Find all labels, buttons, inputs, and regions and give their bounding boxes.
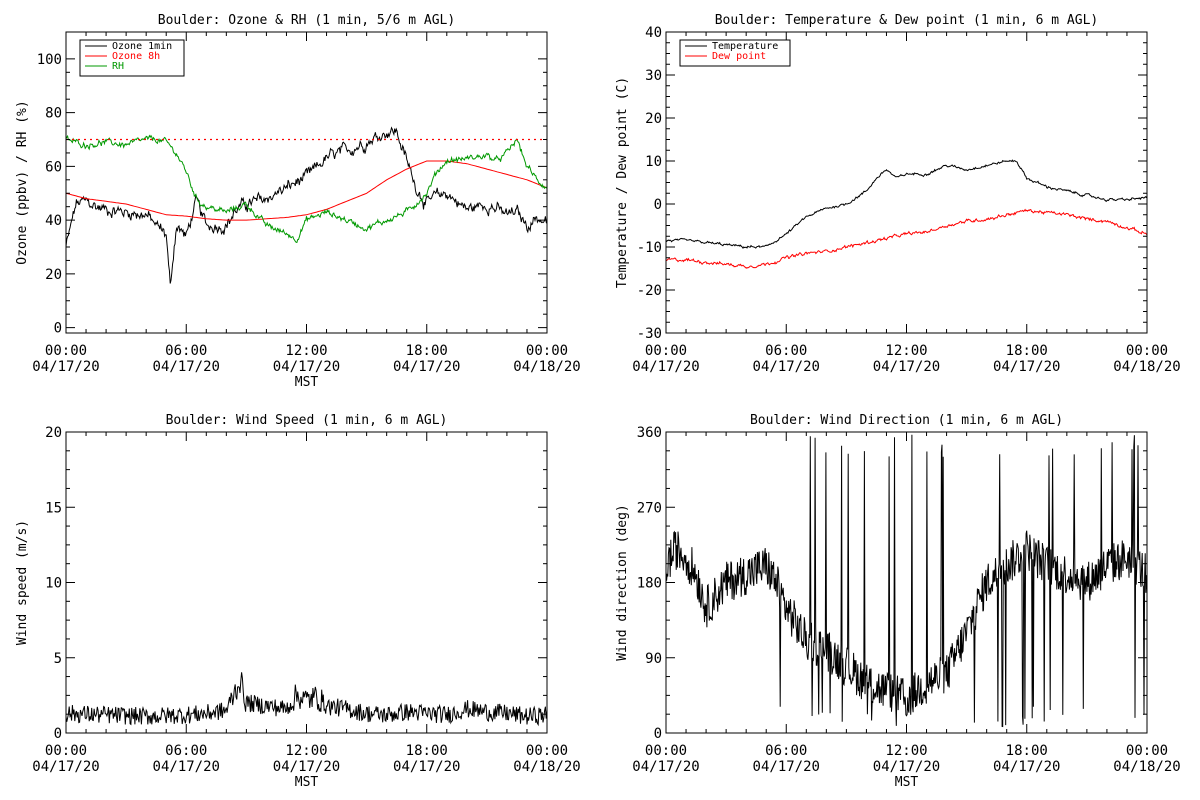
chart-wind_speed: Boulder: Wind Speed (1 min, 6 m AGL) 0 5 10…	[15, 413, 581, 790]
x-tick-time-label: 18:00	[1006, 343, 1048, 359]
chart-title: Boulder: Wind Direction (1 min, 6 m AGL)	[750, 413, 1063, 428]
y-tick-label: 0	[54, 726, 62, 742]
legend-entry-label: Ozone 1min	[112, 41, 172, 52]
x-tick-time-label: 00:00	[1126, 343, 1168, 359]
y-tick-label: 0	[54, 321, 62, 337]
x-tick-time-label: 06:00	[765, 743, 807, 759]
x-tick-time-label: 00:00	[645, 743, 687, 759]
y-axis-label: Ozone (ppbv) / RH (%)	[15, 100, 30, 264]
series-line-2	[66, 160, 547, 221]
series-line-1	[66, 672, 547, 727]
x-axis-label: MST	[295, 375, 319, 390]
x-tick-time-label: 18:00	[1006, 743, 1048, 759]
x-axis-label: MST	[895, 775, 919, 790]
y-tick-label: 360	[637, 425, 662, 441]
plot-frame	[65, 431, 548, 734]
y-tick-label: 80	[45, 106, 62, 122]
y-tick-label: 0	[654, 197, 662, 213]
chart-wind_dir: Boulder: Wind Direction (1 min, 6 m AGL)…	[615, 413, 1181, 790]
x-tick-time-label: 12:00	[285, 743, 327, 759]
series-line-3	[66, 134, 547, 243]
x-tick-date-label: 04/17/20	[273, 359, 340, 375]
y-tick-label: 0	[654, 726, 662, 742]
series-line-1	[66, 126, 547, 284]
x-tick-date-label: 04/17/20	[153, 759, 220, 775]
x-tick-date-label: 04/18/20	[513, 759, 580, 775]
x-tick-time-label: 18:00	[406, 343, 448, 359]
x-tick-date-label: 04/17/20	[873, 359, 940, 375]
x-tick-date-label: 04/18/20	[1113, 759, 1180, 775]
x-tick-time-label: 18:00	[406, 743, 448, 759]
x-tick-date-label: 04/17/20	[632, 759, 699, 775]
series-line-1	[666, 159, 1147, 249]
x-tick-time-label: 00:00	[645, 343, 687, 359]
legend-entry-label: Temperature	[712, 41, 778, 52]
y-axis-label: Wind speed (m/s)	[15, 520, 30, 645]
x-tick-date-label: 04/17/20	[32, 759, 99, 775]
x-tick-date-label: 04/17/20	[753, 759, 820, 775]
y-tick-label: 5	[54, 651, 62, 667]
x-tick-date-label: 04/17/20	[993, 759, 1060, 775]
x-tick-time-label: 00:00	[45, 743, 87, 759]
chart-title: Boulder: Ozone & RH (1 min, 5/6 m AGL)	[158, 13, 455, 28]
y-tick-label: 40	[45, 213, 62, 229]
x-tick-time-label: 06:00	[165, 343, 207, 359]
y-tick-label: 20	[45, 267, 62, 283]
x-tick-date-label: 04/17/20	[753, 359, 820, 375]
y-tick-label: 20	[645, 111, 662, 127]
x-tick-time-label: 12:00	[885, 743, 927, 759]
legend-entry-label: RH	[112, 61, 124, 72]
plot-frame	[65, 31, 548, 334]
y-tick-label: 100	[37, 52, 62, 68]
y-tick-label: 180	[637, 576, 662, 592]
legend-entry-label: Dew point	[712, 51, 766, 62]
plot-frame	[665, 31, 1148, 334]
y-tick-label: -10	[637, 240, 662, 256]
x-tick-date-label: 04/17/20	[32, 359, 99, 375]
x-tick-date-label: 04/18/20	[1113, 359, 1180, 375]
x-tick-time-label: 00:00	[45, 343, 87, 359]
legend-entry-label: Ozone 8h	[112, 51, 160, 62]
y-tick-label: 30	[645, 68, 662, 84]
legend-box	[679, 39, 791, 67]
x-tick-date-label: 04/17/20	[153, 359, 220, 375]
y-tick-label: 10	[45, 576, 62, 592]
x-tick-time-label: 12:00	[885, 343, 927, 359]
x-tick-date-label: 04/18/20	[513, 359, 580, 375]
x-tick-time-label: 06:00	[165, 743, 207, 759]
x-tick-date-label: 04/17/20	[393, 759, 460, 775]
y-tick-label: 60	[45, 159, 62, 175]
x-tick-date-label: 04/17/20	[993, 359, 1060, 375]
series-line-2	[666, 208, 1147, 269]
y-tick-label: 90	[645, 651, 662, 667]
x-tick-date-label: 04/17/20	[632, 359, 699, 375]
y-tick-label: -30	[637, 326, 662, 342]
y-tick-label: 15	[45, 500, 62, 516]
x-tick-time-label: 00:00	[1126, 743, 1168, 759]
chart-title: Boulder: Wind Speed (1 min, 6 m AGL)	[166, 413, 448, 428]
x-tick-date-label: 04/17/20	[273, 759, 340, 775]
y-tick-label: 270	[637, 500, 662, 516]
y-tick-label: 10	[645, 154, 662, 170]
x-tick-time-label: 00:00	[526, 743, 568, 759]
chart-temp_dew: Boulder: Temperature & Dew point (1 min,…	[615, 13, 1181, 375]
y-tick-label: 20	[45, 425, 62, 441]
x-tick-time-label: 00:00	[526, 343, 568, 359]
chart-title: Boulder: Temperature & Dew point (1 min,…	[715, 13, 1099, 28]
x-tick-date-label: 04/17/20	[393, 359, 460, 375]
x-tick-date-label: 04/17/20	[873, 759, 940, 775]
y-tick-label: -20	[637, 283, 662, 299]
y-axis-label: Wind direction (deg)	[615, 504, 630, 661]
chart-ozone_rh: Boulder: Ozone & RH (1 min, 5/6 m AGL) 0 2…	[15, 13, 581, 390]
y-axis-label: Temperature / Dew point (C)	[615, 77, 630, 288]
x-tick-time-label: 12:00	[285, 343, 327, 359]
y-tick-label: 40	[645, 25, 662, 41]
x-axis-label: MST	[295, 775, 319, 790]
series-line-1	[666, 434, 1147, 728]
x-tick-time-label: 06:00	[765, 343, 807, 359]
